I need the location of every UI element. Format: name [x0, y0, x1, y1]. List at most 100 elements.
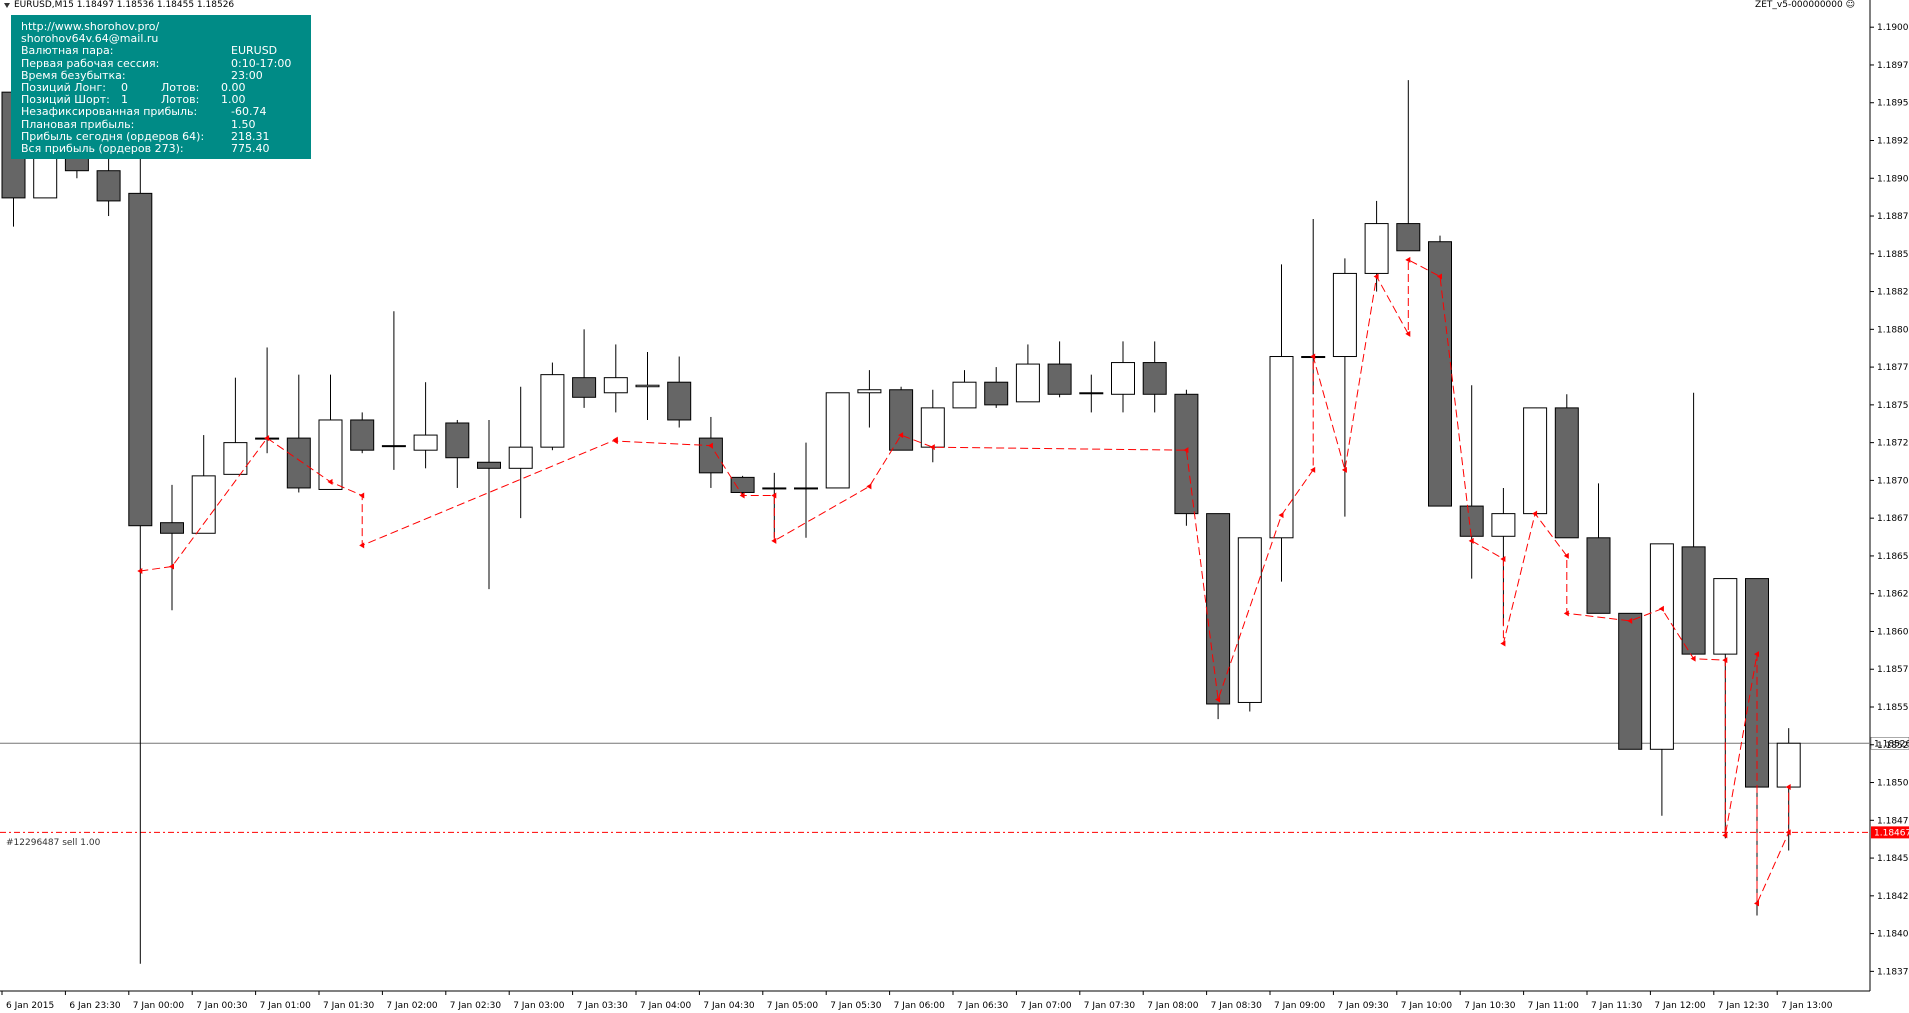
dropdown-arrow-icon[interactable]: [4, 2, 10, 8]
total-value: 775.40: [231, 142, 270, 156]
time-tick-label: 7 Jan 02:00: [386, 1001, 438, 1011]
trade-arrow-icon: [771, 537, 777, 544]
trade-arrow-icon: [1532, 510, 1538, 517]
candle-body: [1491, 513, 1516, 537]
time-tick-label: 7 Jan 07:30: [1084, 1001, 1136, 1011]
bid-price-tag-text: 1.18526: [1874, 739, 1909, 749]
time-tick-label: 7 Jan 09:30: [1337, 1001, 1389, 1011]
time-tick-label: 7 Jan 10:00: [1401, 1001, 1453, 1011]
info-today-row: Прибыль сегодня (ордеров 64): 218.31: [21, 129, 311, 143]
trade-arrow-icon: [1183, 447, 1189, 454]
info-breakeven-row: Время безубытка: 23:00: [21, 68, 311, 82]
price-tick-label: 1.18700: [1877, 476, 1909, 486]
candle-body: [350, 419, 375, 451]
time-tick-label: 7 Jan 01:00: [260, 1001, 312, 1011]
candle-body: [1428, 241, 1452, 507]
short-label: Позиций Шорт:: [21, 93, 110, 107]
unrealized-value: -60.74: [231, 105, 267, 119]
time-axis[interactable]: 6 Jan 2015 6 Jan 23:30 7 Jan 00:00 7 Jan 00…: [1, 991, 1833, 1011]
price-tick-label: 1.18475: [1877, 816, 1909, 826]
trade-arrow-icon: [612, 438, 618, 445]
trade-arrow-icon: [1310, 466, 1316, 473]
candle-body: [698, 437, 723, 474]
candle-body: [667, 381, 692, 421]
time-tick-label: 7 Jan 09:00: [1274, 1001, 1326, 1011]
price-tick-label: 1.18800: [1877, 325, 1909, 335]
price-axis[interactable]: 1.19000 1.18975 1.18950 1.18925 1.18900 1.188…: [1870, 23, 1909, 977]
trade-arrow-icon: [1785, 784, 1791, 791]
candle-body: [1554, 407, 1579, 539]
unrealized-label: Незафиксированная прибыль:: [21, 105, 198, 119]
info-email-row: shorohov64v.64@mail.ru: [21, 32, 311, 46]
time-tick-label: 7 Jan 00:30: [196, 1001, 248, 1011]
info-long-row: Позиций Лонг: 0 Лотов: 0.00: [21, 81, 311, 95]
candle-body: [445, 422, 470, 459]
breakeven-value: 23:00: [231, 68, 263, 82]
order-price-tag-text: 1.18467: [1874, 828, 1909, 838]
time-tick-label: 7 Jan 05:00: [767, 1001, 819, 1011]
trade-arrow-icon: [771, 492, 777, 499]
price-tick-label: 1.18950: [1877, 99, 1909, 109]
price-tick-label: 1.18375: [1877, 967, 1909, 977]
price-tick-label: 1.19000: [1877, 23, 1909, 33]
candle-body: [477, 461, 501, 469]
order-line-label[interactable]: #12296487 sell 1.00: [6, 838, 101, 848]
candle-body: [1459, 505, 1484, 537]
info-session-row: Первая рабочая сессия: 0:10-17:00: [21, 56, 311, 70]
long-label: Позиций Лонг:: [21, 81, 106, 95]
info-short-row: Позиций Шорт: 1 Лотов: 1.00: [21, 94, 311, 106]
trade-arrow-icon: [1563, 552, 1569, 559]
time-tick-label: 6 Jan 2015: [6, 1001, 54, 1011]
expert-advisor-label[interactable]: ZET_v5-000000000 ☺: [1755, 0, 1855, 10]
candlesticks: [1, 34, 1801, 964]
candle-body: [540, 374, 565, 448]
long-lots: 0.00: [221, 81, 246, 95]
price-tick-label: 1.18925: [1877, 136, 1909, 146]
chart-frame: [0, 0, 1871, 992]
total-label: Вся прибыль (ордеров 273):: [21, 142, 184, 156]
time-tick-label: 7 Jan 00:00: [133, 1001, 185, 1011]
time-tick-label: 7 Jan 04:30: [703, 1001, 755, 1011]
candle-body: [1523, 407, 1548, 515]
trade-arrow-icon: [137, 568, 143, 575]
price-tick-label: 1.18975: [1877, 61, 1909, 71]
trade-arrow-icon: [1754, 900, 1759, 907]
trade-arrow-icon: [707, 442, 713, 449]
pair-value: EURUSD: [231, 44, 278, 58]
chart-title[interactable]: EURUSD,M15 1.18497 1.18536 1.18455 1.185…: [4, 0, 234, 10]
candle-body: [984, 381, 1009, 406]
candle-body: [223, 442, 248, 475]
candle-body: [1015, 363, 1040, 403]
info-email: shorohov64v.64@mail.ru: [21, 32, 159, 46]
short-lots: 1.00: [221, 93, 246, 107]
planned-label: Плановая прибыль:: [21, 117, 135, 131]
session-label: Первая рабочая сессия:: [21, 56, 160, 70]
price-tick-label: 1.18525: [1877, 741, 1909, 751]
candle-body: [1713, 578, 1738, 655]
trade-arrow-icon: [1658, 605, 1664, 612]
trade-arrow-icon: [264, 435, 270, 442]
time-tick-label: 7 Jan 11:30: [1591, 1001, 1643, 1011]
trade-arrow-icon: [169, 563, 174, 570]
candle-body: [1332, 272, 1357, 358]
time-tick-label: 7 Jan 11:00: [1528, 1001, 1580, 1011]
trade-arrow-icon: [1500, 555, 1506, 562]
trade-path-line: [140, 258, 1790, 904]
time-tick-label: 7 Jan 03:30: [577, 1001, 629, 1011]
price-tick-label: 1.18400: [1877, 930, 1909, 940]
short-lots-label: Лотов:: [161, 93, 200, 107]
today-value: 218.31: [231, 129, 270, 143]
candle-body: [1396, 223, 1421, 252]
planned-value: 1.50: [231, 117, 256, 131]
trade-arrow-icon: [359, 492, 365, 499]
trade-arrow-icon: [1722, 657, 1728, 664]
price-tick-label: 1.18825: [1877, 288, 1909, 298]
long-lots-label: Лотов:: [161, 81, 200, 95]
time-tick-label: 7 Jan 06:00: [894, 1001, 946, 1011]
candle-body: [191, 475, 216, 534]
breakeven-label: Время безубытка:: [21, 68, 126, 82]
trade-arrow-icon: [739, 492, 745, 499]
price-tick-label: 1.18675: [1877, 514, 1909, 524]
trade-arrow-icon: [898, 432, 904, 439]
